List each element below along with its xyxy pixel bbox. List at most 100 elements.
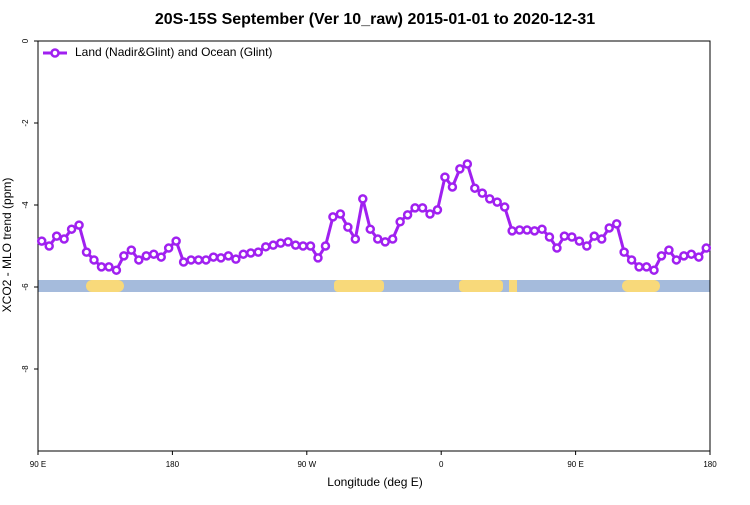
data-point	[238, 249, 249, 259]
data-point	[604, 223, 614, 233]
y-tick-label: -6	[21, 283, 30, 291]
data-point	[694, 252, 704, 262]
data-point	[552, 243, 562, 253]
data-point	[649, 265, 659, 275]
data-point	[410, 203, 420, 213]
data-point	[425, 209, 435, 219]
y-tick-label: 0	[21, 38, 30, 43]
data-point	[44, 241, 54, 251]
data-point	[432, 205, 443, 215]
data-point	[74, 220, 84, 230]
data-point	[641, 262, 652, 272]
data-point	[440, 172, 450, 182]
land-ocean-strip	[38, 280, 710, 292]
data-point	[104, 262, 114, 272]
data-point	[313, 253, 323, 263]
data-point	[290, 240, 301, 250]
data-point	[156, 252, 166, 262]
data-point	[59, 234, 69, 244]
land-patch	[86, 280, 124, 292]
data-point	[499, 202, 510, 212]
data-point	[335, 209, 346, 219]
x-tick-label: 0	[439, 460, 444, 469]
x-axis-label: Longitude (deg E)	[327, 475, 422, 489]
data-point	[246, 248, 256, 258]
data-point	[320, 241, 331, 251]
data-point	[178, 257, 189, 267]
data-point	[372, 234, 383, 244]
data-point	[343, 222, 353, 232]
data-point	[402, 210, 413, 220]
legend-label: Land (Nadir&Glint) and Ocean (Glint)	[75, 45, 272, 59]
y-tick-label: -2	[21, 119, 30, 127]
data-point	[611, 219, 622, 229]
data-point	[462, 159, 473, 169]
data-point	[514, 225, 525, 235]
data-point	[455, 164, 465, 174]
data-point	[275, 238, 286, 248]
data-point	[350, 234, 361, 244]
data-point	[36, 236, 47, 246]
data-point	[298, 241, 308, 251]
x-tick-label: 180	[703, 460, 717, 469]
data-point	[686, 249, 697, 259]
data-point	[470, 183, 480, 193]
data-point	[529, 226, 540, 236]
data-point	[283, 237, 293, 247]
data-point	[522, 225, 532, 235]
data-point	[163, 243, 174, 253]
data-point	[634, 262, 644, 272]
data-point	[328, 212, 338, 222]
data-point	[231, 254, 241, 264]
data-point	[260, 242, 271, 252]
data-point	[574, 236, 585, 246]
land-patch	[334, 280, 384, 292]
data-point	[507, 226, 517, 236]
land-patch	[622, 280, 660, 292]
data-point	[253, 247, 264, 257]
data-point	[193, 255, 204, 265]
y-axis-label: XCO2 - MLO trend (ppm)	[0, 178, 14, 313]
data-point	[358, 194, 368, 204]
data-point	[656, 251, 667, 261]
data-point	[582, 241, 592, 251]
x-tick-label: 180	[166, 460, 180, 469]
data-point	[484, 194, 495, 204]
data-point	[589, 231, 600, 241]
data-point	[186, 255, 196, 265]
data-point	[305, 241, 316, 251]
data-point	[81, 247, 92, 257]
data-point	[417, 203, 428, 213]
data-point	[365, 224, 376, 234]
data-point	[268, 240, 278, 250]
x-tick-label: 90 E	[30, 460, 46, 469]
data-point	[671, 255, 682, 265]
data-point	[626, 255, 637, 265]
data-point	[171, 236, 181, 246]
chart-title: 20S-15S September (Ver 10_raw) 2015-01-0…	[155, 11, 595, 28]
data-point	[111, 265, 122, 275]
y-tick-label: -4	[21, 201, 30, 209]
data-point	[492, 197, 502, 207]
data-point	[395, 217, 405, 227]
data-point	[126, 245, 137, 255]
data-point	[664, 245, 674, 255]
data-point	[148, 249, 159, 259]
data-point	[66, 224, 77, 234]
data-point	[380, 237, 390, 247]
data-point	[134, 255, 144, 265]
data-point	[544, 232, 555, 242]
land-patch	[509, 280, 517, 292]
data-point	[223, 251, 234, 261]
data-point	[89, 255, 99, 265]
data-point	[596, 234, 607, 244]
data-point	[537, 224, 547, 234]
land-patch	[459, 280, 503, 292]
data-point	[119, 251, 129, 261]
data-point	[447, 182, 458, 192]
legend-marker	[50, 48, 60, 58]
data-point	[619, 247, 629, 257]
data-point	[216, 253, 226, 263]
data-point	[141, 251, 152, 261]
